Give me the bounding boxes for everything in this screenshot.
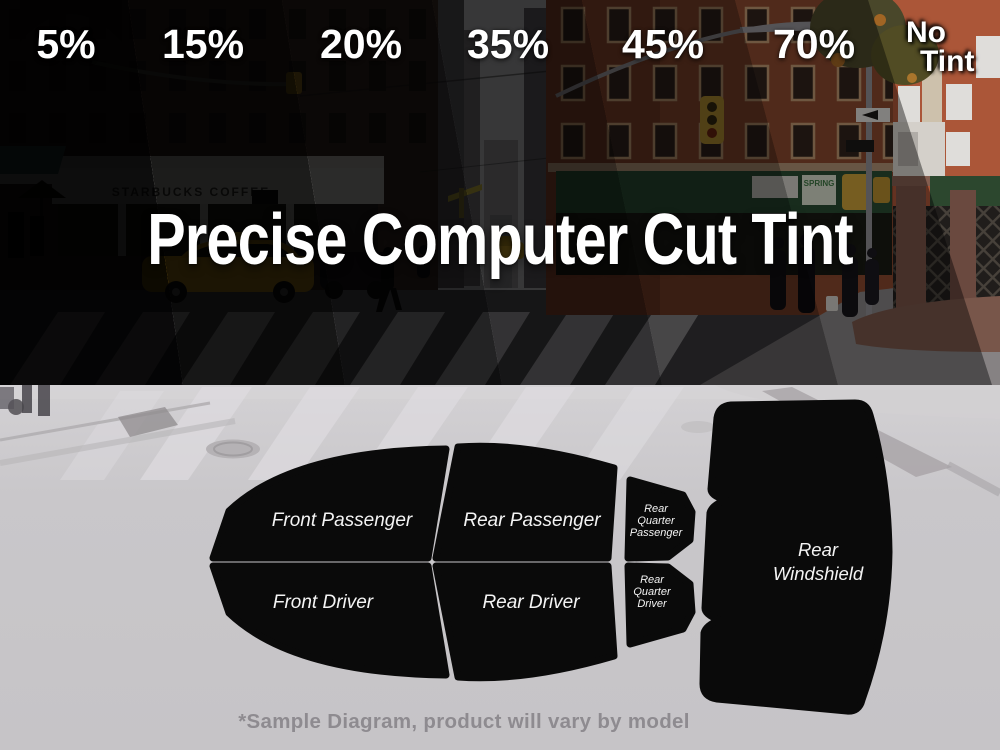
piece-front-passenger bbox=[209, 445, 450, 562]
label-rear-quarter-passenger: Rear Quarter Passenger bbox=[630, 503, 684, 539]
label-front-driver: Front Driver bbox=[273, 592, 374, 613]
tint-band-70pct bbox=[735, 0, 992, 385]
tint-label-5: 5% bbox=[36, 21, 96, 67]
far-right-building bbox=[810, 0, 1000, 352]
piece-rear-windshield bbox=[699, 399, 893, 715]
tint-label-45: 45% bbox=[621, 21, 705, 67]
label-rear-passenger: Rear Passenger bbox=[463, 510, 601, 531]
sample-diagram-section: Front Passenger Rear Passenger Rear Quar… bbox=[0, 385, 1000, 750]
tint-label-20: 20% bbox=[319, 21, 403, 67]
tint-label-70: 70% bbox=[772, 21, 856, 67]
tint-label-35: 35% bbox=[466, 21, 550, 67]
label-rear-windshield: Rear Windshield bbox=[773, 539, 864, 584]
piece-rear-quarter-passenger bbox=[624, 476, 696, 562]
svg-text:Rear: Rear bbox=[640, 574, 665, 586]
label-rear-driver: Rear Driver bbox=[482, 592, 580, 613]
piece-rear-passenger bbox=[432, 442, 618, 562]
sample-diagram-caption: *Sample Diagram, product will vary by mo… bbox=[238, 710, 690, 733]
tint-band-no-tint bbox=[868, 0, 1000, 385]
svg-text:Driver: Driver bbox=[637, 598, 668, 610]
tint-band-15pct bbox=[128, 0, 345, 385]
tint-band-45pct bbox=[582, 0, 838, 385]
label-front-passenger: Front Passenger bbox=[272, 510, 413, 531]
label-rear-quarter-driver: Rear Quarter Driver bbox=[633, 574, 672, 610]
tint-label-no-tint: No Tint bbox=[906, 16, 975, 79]
page-title: Precise Computer Cut Tint bbox=[147, 200, 853, 280]
piece-rear-driver bbox=[432, 562, 618, 682]
tint-bands-overlay bbox=[0, 0, 1000, 385]
street-photo-section: STARBUCKS COFFEE bbox=[0, 0, 1000, 385]
tint-band-35pct bbox=[432, 0, 662, 385]
cut-diagram: Front Passenger Rear Passenger Rear Quar… bbox=[0, 385, 1000, 733]
svg-text:Quarter: Quarter bbox=[633, 586, 672, 598]
piece-labels: Front Passenger Rear Passenger Rear Quar… bbox=[272, 503, 864, 613]
svg-text:Quarter: Quarter bbox=[637, 515, 676, 527]
piece-front-driver bbox=[209, 562, 450, 679]
svg-text:Windshield: Windshield bbox=[773, 563, 864, 584]
tint-band-5pct bbox=[0, 0, 183, 385]
tint-band-20pct bbox=[282, 0, 502, 385]
svg-text:Rear: Rear bbox=[798, 539, 839, 560]
piece-rear-quarter-driver bbox=[624, 562, 696, 648]
spring-sign: SPRING bbox=[804, 179, 835, 188]
svg-text:Passenger: Passenger bbox=[630, 527, 684, 539]
film-pieces bbox=[209, 399, 893, 715]
tint-label-15: 15% bbox=[161, 21, 245, 67]
svg-text:Rear: Rear bbox=[644, 503, 669, 515]
